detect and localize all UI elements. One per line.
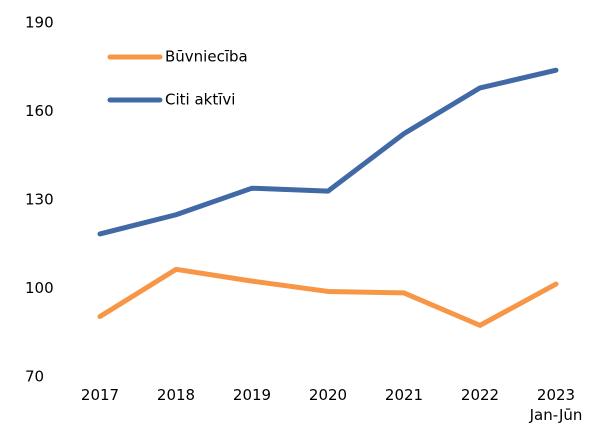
x-tick-label: 2019: [232, 386, 272, 404]
y-tick-label: 160: [25, 102, 54, 120]
y-tick-label: 190: [25, 14, 54, 32]
data-line: [97, 266, 559, 328]
x-tick-label: 2020: [308, 386, 348, 404]
legend-label: Būvniecība: [165, 48, 248, 66]
x-tick-label: 2021: [384, 386, 424, 404]
x-tick-label: 2017: [80, 386, 120, 404]
x-tick-label: 2022: [460, 386, 500, 404]
legend-label: Citi aktīvi: [165, 91, 235, 109]
x-tick-label: 2018: [156, 386, 196, 404]
y-tick-label: 100: [25, 279, 54, 297]
y-tick-label: 130: [25, 191, 54, 209]
data-line: [97, 67, 559, 237]
y-tick-label: 70: [25, 368, 44, 386]
x-tick-label: 2023 Jan-Jūn: [529, 386, 583, 424]
